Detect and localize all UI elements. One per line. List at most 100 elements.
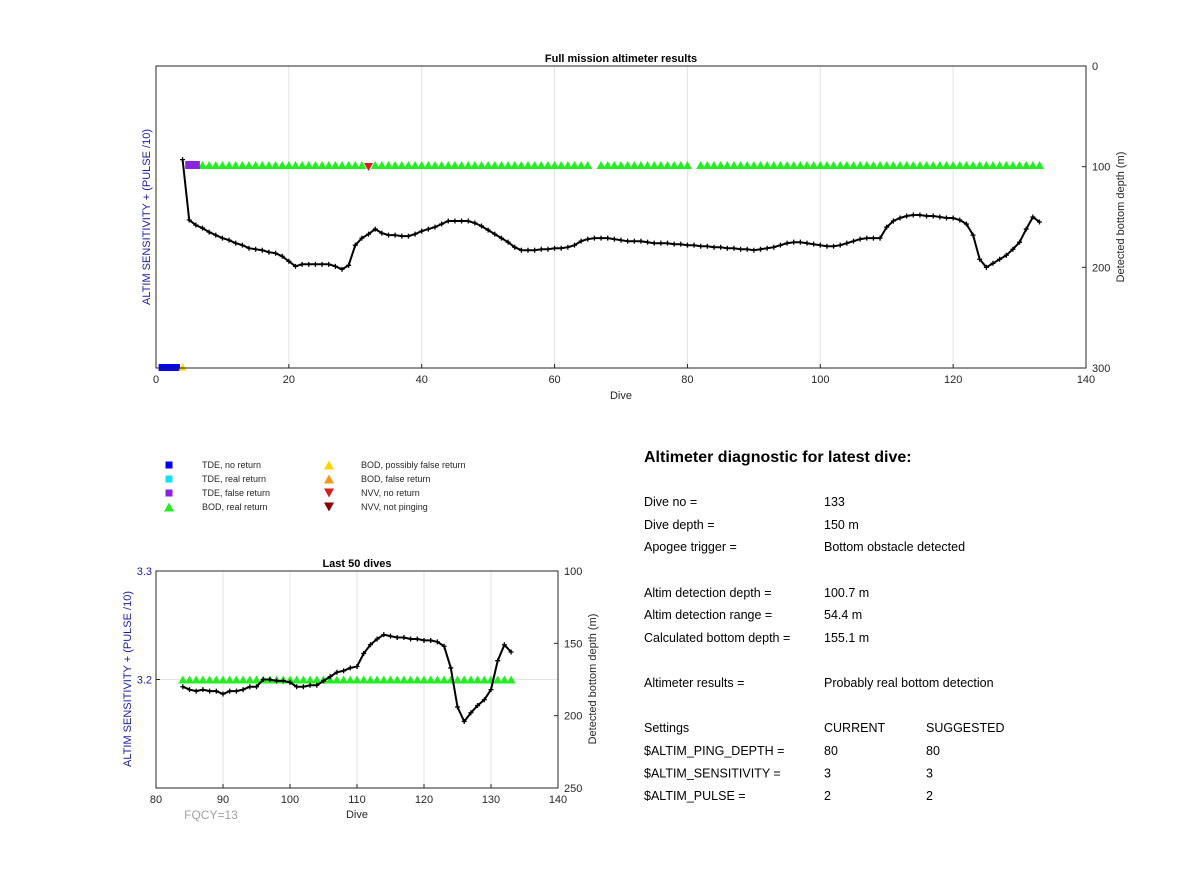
bod-real-return-marker [842, 160, 852, 170]
diagnostic-row-label: Dive no = [644, 495, 697, 509]
depth-point [412, 231, 418, 237]
depth-point [287, 679, 293, 685]
depth-point [219, 235, 225, 241]
bod-real-return-marker [218, 675, 228, 684]
bod-real-return-marker [205, 675, 215, 684]
bod-real-return-marker [669, 160, 679, 170]
bod-real-return-marker [629, 160, 639, 170]
bod-real-return-marker [317, 160, 327, 170]
bod-real-return-marker [359, 675, 369, 684]
bod-real-return-marker [596, 160, 606, 170]
bod-real-return-marker [942, 160, 951, 170]
diagnostic-panel: Altimeter diagnostic for latest dive: Di… [644, 449, 1005, 803]
bod-real-return-marker [477, 160, 486, 170]
depth-point [246, 245, 252, 251]
depth-point [361, 650, 367, 656]
full-mission-x-label: Dive [610, 390, 632, 402]
bod-real-return-marker [702, 160, 712, 170]
depth-point [751, 247, 757, 253]
depth-point [233, 240, 239, 246]
depth-point [488, 687, 494, 693]
bod-real-return-marker [895, 160, 905, 170]
bod-real-return-marker [762, 160, 772, 170]
bod-real-return-marker [782, 160, 792, 170]
bod-real-return-marker [277, 160, 287, 170]
full-mission-axes-box [155, 65, 1087, 369]
depth-point [448, 665, 454, 671]
bod-real-return-marker [325, 675, 335, 684]
depth-point [598, 235, 604, 241]
depth-point [944, 215, 949, 221]
depth-point [1003, 252, 1009, 258]
bod-real-return-marker [310, 160, 320, 170]
depth-point [678, 241, 684, 247]
last-50-dives-title: Last 50 dives [322, 558, 391, 570]
legend-label: NVV, not pinging [361, 502, 428, 512]
depth-point [346, 262, 352, 268]
depth-point [691, 242, 697, 248]
depth-point [738, 246, 744, 252]
bod-real-return-marker [372, 675, 382, 684]
bod-real-return-marker [403, 160, 413, 170]
bod-possibly-false-marker [178, 363, 187, 371]
full-mission-x-ticks: 0 20 40 60 80 100 120 140 [153, 364, 1095, 386]
depth-point [777, 242, 783, 248]
depth-point [731, 245, 737, 251]
bod-real-return-marker [370, 160, 380, 170]
y-tick-label: 300 [1092, 363, 1110, 375]
depth-point [253, 246, 259, 252]
x-tick-label: 120 [944, 374, 962, 386]
bod-real-return-marker [882, 160, 892, 170]
diagnostic-row-label: Altim detection depth = [644, 586, 772, 600]
depth-point [428, 637, 434, 643]
depth-point [405, 233, 411, 239]
bod-real-return-marker [576, 160, 586, 170]
marker-legend: TDE, no return TDE, real return TDE, false… [164, 460, 466, 512]
depth-point [307, 682, 313, 688]
bod-real-return-marker [291, 160, 300, 170]
depth-point [545, 246, 551, 252]
depth-point [864, 235, 870, 241]
bod-real-return-marker [955, 160, 965, 170]
depth-point [585, 236, 591, 242]
bod-real-return-marker [775, 160, 785, 170]
diagnostic-row-label: Apogee trigger = [644, 540, 737, 554]
bod-real-return-marker [191, 675, 201, 684]
bod-real-return-marker [344, 160, 354, 170]
bod-real-return-marker [377, 160, 387, 170]
diagnostic-row-value: 100.7 m [824, 586, 869, 600]
bod-real-return-marker [412, 675, 422, 684]
depth-point [983, 264, 989, 270]
bod-real-return-marker [332, 675, 342, 684]
depth-point [591, 235, 597, 241]
bod-real-return-marker [975, 160, 985, 170]
depth-point [247, 684, 253, 690]
depth-point [366, 231, 372, 237]
depth-point [492, 231, 498, 237]
depth-point [532, 247, 538, 253]
depth-point [207, 688, 213, 694]
depth-point [347, 665, 353, 671]
bod-real-return-marker [749, 160, 759, 170]
depth-point [399, 233, 405, 239]
bod-real-return-marker [855, 160, 865, 170]
depth-point [758, 246, 763, 252]
bod-real-return-marker [835, 160, 845, 170]
bod-real-return-marker [264, 160, 274, 170]
bod-real-return-marker [244, 160, 254, 170]
depth-point [565, 244, 571, 250]
full-mission-title: Full mission altimeter results [545, 53, 697, 65]
depth-point [432, 224, 438, 230]
full-mission-right-y-ticks: 0 100 200 300 [1082, 61, 1110, 375]
bod-real-return-marker [583, 160, 593, 170]
bod-real-return-marker [245, 675, 255, 684]
depth-point [425, 226, 431, 232]
last-50-dives-chart: 80 90 100 110 120 130 140 3.23.3 100150200250 … [122, 558, 599, 822]
legend-label: BOD, possibly false return [361, 460, 466, 470]
depth-point [645, 239, 651, 245]
depth-point [811, 241, 817, 247]
depth-point [220, 691, 226, 697]
depth-point [213, 232, 219, 238]
setting-label: $ALTIM_PULSE = [644, 789, 746, 803]
bod-real-return-marker [623, 160, 633, 170]
